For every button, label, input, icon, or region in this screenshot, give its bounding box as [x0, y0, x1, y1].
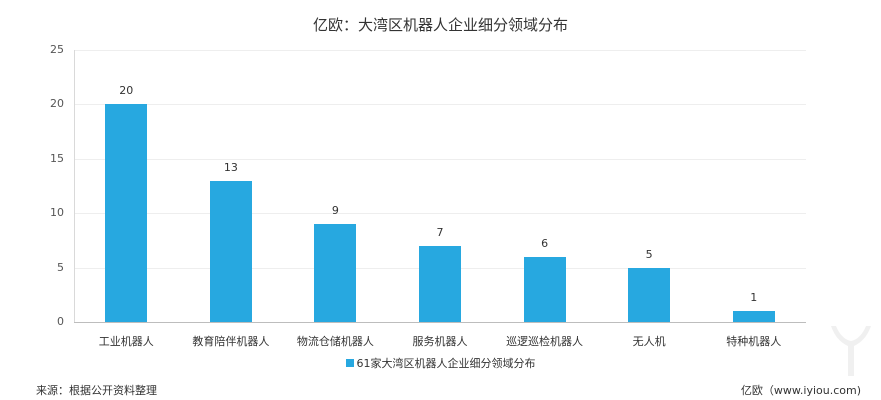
- x-tick-label: 特种机器人: [726, 335, 782, 348]
- iyiou-watermark-icon: [831, 326, 871, 376]
- y-tick-10: 10: [50, 206, 64, 219]
- x-tick-label: 巡逻巡检机器人: [506, 335, 584, 348]
- y-axis-line: [74, 50, 75, 322]
- bar: [732, 311, 775, 322]
- x-axis-line: [74, 322, 806, 323]
- bar: [105, 104, 148, 322]
- y-tick-25: 25: [50, 43, 64, 56]
- chart-title: 亿欧：大湾区机器人企业细分领域分布: [312, 16, 568, 34]
- legend: 61家大湾区机器人企业细分领域分布: [0, 355, 881, 371]
- gridline-10: [74, 213, 806, 214]
- x-tick-label: 无人机: [632, 335, 666, 348]
- x-tick-label: 教育陪伴机器人: [192, 335, 270, 348]
- source-note: 来源：根据公开资料整理: [36, 384, 157, 397]
- bar: [419, 245, 461, 322]
- bar-value-label: 20: [119, 84, 134, 98]
- x-tick-label: 服务机器人: [412, 335, 468, 348]
- y-tick-20: 20: [50, 97, 64, 110]
- x-tick-label: 工业机器人: [98, 335, 154, 348]
- bar-value-label: 6: [541, 236, 549, 250]
- bar-value-label: 1: [750, 291, 758, 305]
- y-tick-0: 0: [57, 315, 64, 328]
- bar-value-label: 5: [645, 247, 653, 261]
- bar: [314, 224, 357, 322]
- legend-label: 61家大湾区机器人企业细分领域分布: [356, 357, 536, 370]
- x-tick-label: 物流仓储机器人: [296, 335, 374, 348]
- y-tick-5: 5: [57, 261, 64, 274]
- bar: [209, 180, 252, 322]
- gridline-20: [74, 104, 806, 105]
- bar: [628, 267, 671, 322]
- credit-note: 亿欧（www.iyiou.com): [740, 384, 861, 397]
- bar-value-label: 13: [223, 160, 238, 174]
- legend-swatch: [345, 359, 354, 367]
- bar-value-label: 7: [436, 225, 444, 239]
- gridline-15: [74, 159, 806, 160]
- bar: [523, 256, 566, 322]
- gridline-25: [74, 50, 806, 51]
- y-tick-15: 15: [50, 152, 64, 165]
- bar-value-label: 9: [331, 204, 339, 218]
